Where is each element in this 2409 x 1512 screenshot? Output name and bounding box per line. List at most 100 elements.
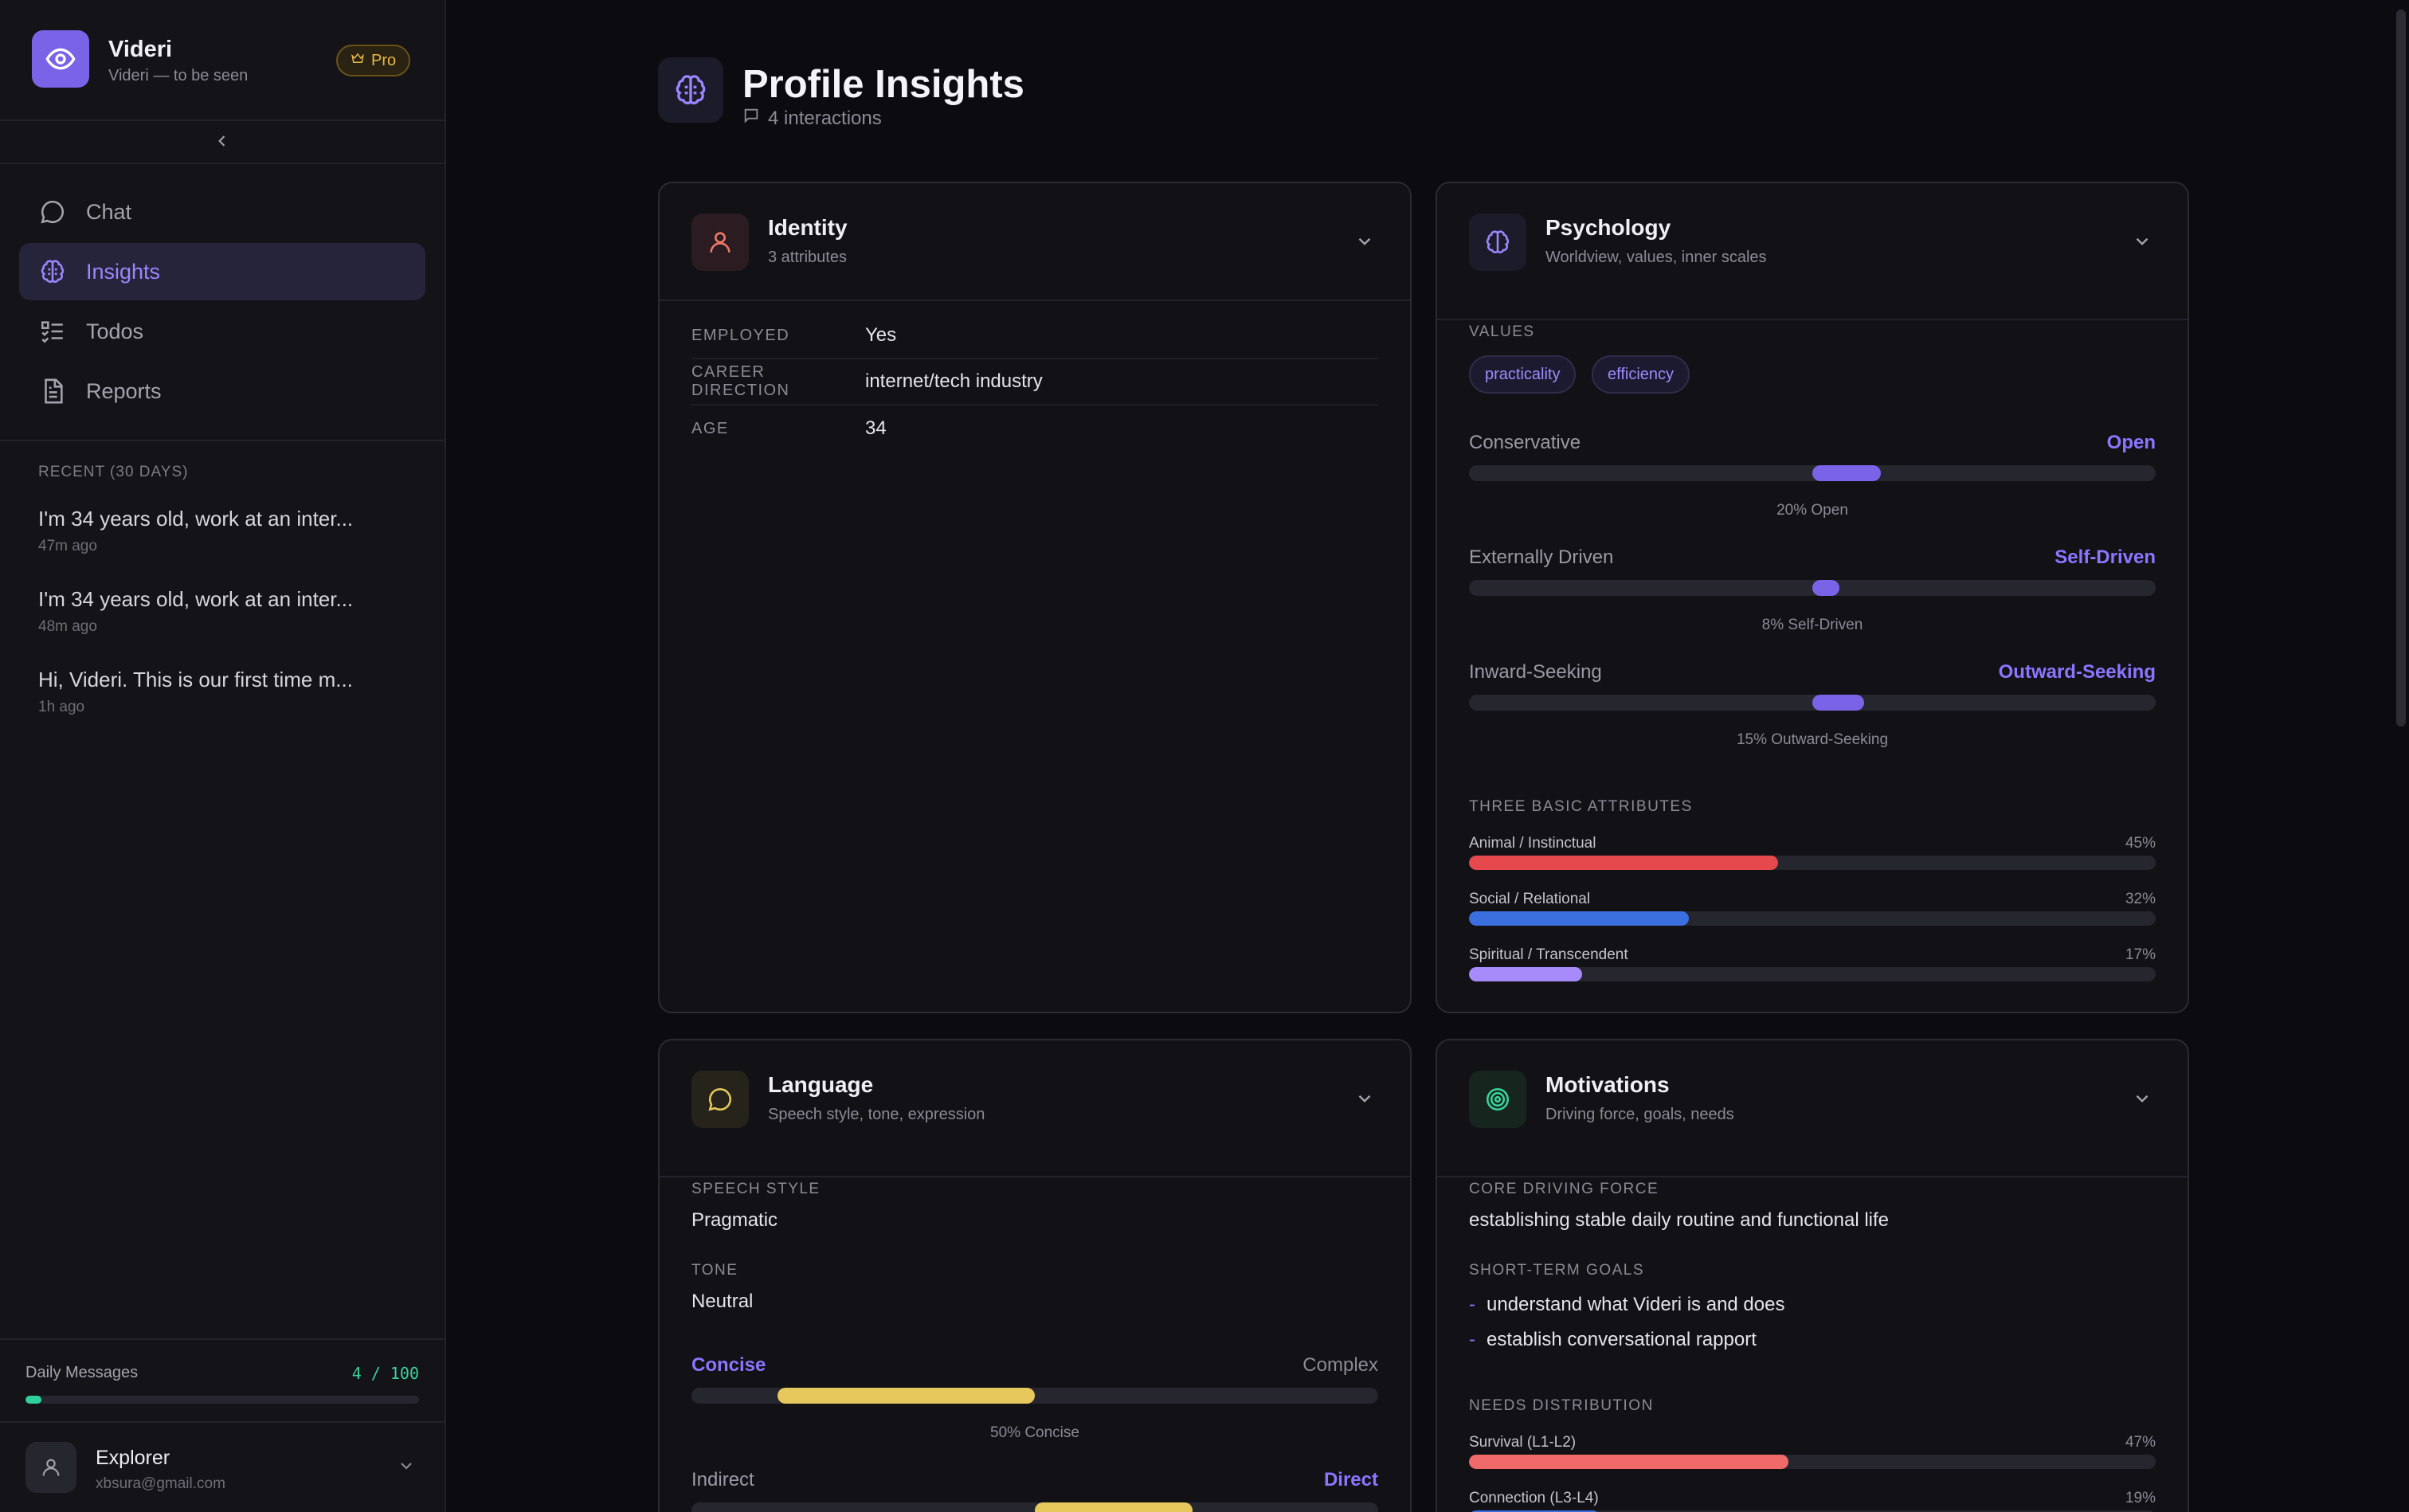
nav-item-reports[interactable]: Reports <box>19 362 425 420</box>
need-bar-track <box>1469 1510 2156 1512</box>
dash-icon: - <box>1469 1294 1475 1315</box>
scale-left-label: Externally Driven <box>1469 546 1614 568</box>
motivations-card: Motivations Driving force, goals, needs … <box>1436 1039 2189 1512</box>
need-bar-fill <box>1469 1455 1788 1469</box>
scale-right-label: Self-Driven <box>2055 546 2156 568</box>
attribute-bar: Animal / Instinctual 45% <box>1469 835 2156 875</box>
recent-label: RECENT (30 DAYS) <box>38 464 189 480</box>
user-icon <box>691 213 749 271</box>
chevron-down-icon[interactable] <box>1354 231 1375 256</box>
user-name: Explorer <box>96 1447 170 1469</box>
identity-card-header[interactable]: Identity 3 attributes <box>660 183 1410 301</box>
goal-text: understand what Videri is and does <box>1487 1294 1785 1315</box>
scale-track <box>1469 580 2156 596</box>
tone-label: TONE <box>691 1262 738 1279</box>
values-label: VALUES <box>1469 323 1535 340</box>
usage-progress-bar <box>25 1396 419 1404</box>
nav-item-insights[interactable]: Insights <box>19 243 425 300</box>
scale-left-label: Inward-Seeking <box>1469 661 1602 683</box>
dash-icon: - <box>1469 1329 1475 1350</box>
attribute-bar-name: Spiritual / Transcendent <box>1469 946 1628 963</box>
need-bar-percent: 19% <box>2125 1490 2156 1506</box>
need-bar-name: Connection (L3-L4) <box>1469 1490 1599 1506</box>
scale-indicator <box>777 1388 1035 1404</box>
scale-left-label: Concise <box>691 1354 766 1376</box>
attribute-row: AGE 34 <box>691 405 1378 452</box>
recent-item-title: I'm 34 years old, work at an inter... <box>38 507 354 531</box>
recent-item-title: Hi, Videri. This is our first time m... <box>38 668 353 691</box>
need-bar-fill <box>1469 1510 1600 1512</box>
scale-track <box>691 1502 1378 1512</box>
attribute-bar-fill <box>1469 967 1583 981</box>
eye-icon[interactable] <box>32 30 89 88</box>
chevron-down-icon[interactable] <box>1354 1088 1375 1113</box>
usage-count: 4 / 100 <box>351 1364 419 1383</box>
scale-inward-outward-seeking: Inward-Seeking Outward-Seeking 15% Outwa… <box>1469 661 2156 749</box>
chevron-down-icon[interactable] <box>2132 1088 2152 1113</box>
sidebar-divider <box>0 440 445 441</box>
card-subtitle: Driving force, goals, needs <box>1545 1106 1734 1123</box>
attribute-row: EMPLOYED Yes <box>691 313 1378 359</box>
value-chip: efficiency <box>1592 355 1690 394</box>
sidebar: Videri Videri — to be seen Pro Chat Insi… <box>0 0 446 1512</box>
scale-caption: 20% Open <box>1776 502 1848 519</box>
attribute-bar-track <box>1469 911 2156 926</box>
attribute-key: EMPLOYED <box>691 326 790 344</box>
scale-track <box>691 1388 1378 1404</box>
needs-distribution-label: NEEDS DISTRIBUTION <box>1469 1397 1654 1414</box>
psychology-card-header[interactable]: Psychology Worldview, values, inner scal… <box>1437 183 2188 320</box>
psychology-card: Psychology Worldview, values, inner scal… <box>1436 182 2189 1013</box>
recent-item[interactable]: Hi, Videri. This is our first time m... … <box>38 668 413 748</box>
speech-style-value: Pragmatic <box>691 1209 778 1231</box>
scale-caption: 50% Concise <box>990 1424 1079 1441</box>
attribute-value: 34 <box>865 417 887 439</box>
recent-item-time: 48m ago <box>38 618 97 635</box>
app-tagline: Videri — to be seen <box>108 67 249 84</box>
nav-label: Chat <box>86 199 132 224</box>
need-bar-name: Survival (L1-L2) <box>1469 1434 1577 1451</box>
attribute-value: Yes <box>865 324 897 346</box>
need-bar: Survival (L1-L2) 47% <box>1469 1434 2156 1474</box>
scale-right-label: Direct <box>1323 1469 1378 1490</box>
avatar <box>25 1442 76 1493</box>
card-title: Psychology <box>1545 215 1671 240</box>
attribute-bar-name: Animal / Instinctual <box>1469 835 1596 852</box>
chevron-down-icon[interactable] <box>2132 231 2152 256</box>
attribute-bar: Spiritual / Transcendent 17% <box>1469 946 2156 986</box>
language-card-header[interactable]: Language Speech style, tone, expression <box>660 1040 1410 1177</box>
page-scrollbar[interactable] <box>2393 0 2409 1512</box>
language-card: Language Speech style, tone, expression … <box>658 1039 1412 1512</box>
need-bar-percent: 47% <box>2125 1434 2156 1451</box>
scale-caption: 15% Outward-Seeking <box>1736 731 1889 748</box>
nav-item-todos[interactable]: Todos <box>19 303 425 360</box>
attribute-bar-track <box>1469 967 2156 981</box>
short-term-goals-label: SHORT-TERM GOALS <box>1469 1262 1645 1279</box>
scale-left-label: Conservative <box>1469 432 1581 453</box>
attribute-bar-track <box>1469 856 2156 870</box>
pro-badge[interactable]: Pro <box>336 45 411 76</box>
card-subtitle: Speech style, tone, expression <box>768 1106 985 1123</box>
nav-label: Todos <box>86 319 144 343</box>
scale-track <box>1469 465 2156 481</box>
attribute-bar-percent: 17% <box>2125 946 2156 963</box>
checklist-icon <box>38 317 67 346</box>
collapse-sidebar-button[interactable] <box>0 123 445 164</box>
chat-icon <box>38 198 67 226</box>
recent-item[interactable]: I'm 34 years old, work at an inter... 48… <box>38 587 413 668</box>
scrollbar-thumb[interactable] <box>2396 10 2406 727</box>
usage-label: Daily Messages <box>25 1364 139 1381</box>
user-menu[interactable]: Explorer xbsura@gmail.com <box>0 1421 445 1512</box>
scale-right-label: Open <box>2106 432 2156 453</box>
app-name: Videri <box>108 37 173 62</box>
recent-conversations: I'm 34 years old, work at an inter... 47… <box>38 507 413 748</box>
chevron-left-icon <box>214 133 230 153</box>
card-title: Language <box>768 1072 874 1097</box>
attribute-value: internet/tech industry <box>865 370 1043 392</box>
recent-item[interactable]: I'm 34 years old, work at an inter... 47… <box>38 507 413 587</box>
nav-item-chat[interactable]: Chat <box>19 183 425 241</box>
attribute-key: CAREER DIRECTION <box>691 363 790 399</box>
goal-text: establish conversational rapport <box>1487 1329 1757 1350</box>
motivations-card-header[interactable]: Motivations Driving force, goals, needs <box>1437 1040 2188 1177</box>
scale-externally-self-driven: Externally Driven Self-Driven 8% Self-Dr… <box>1469 546 2156 634</box>
daily-usage: Daily Messages 4 / 100 <box>0 1338 445 1421</box>
